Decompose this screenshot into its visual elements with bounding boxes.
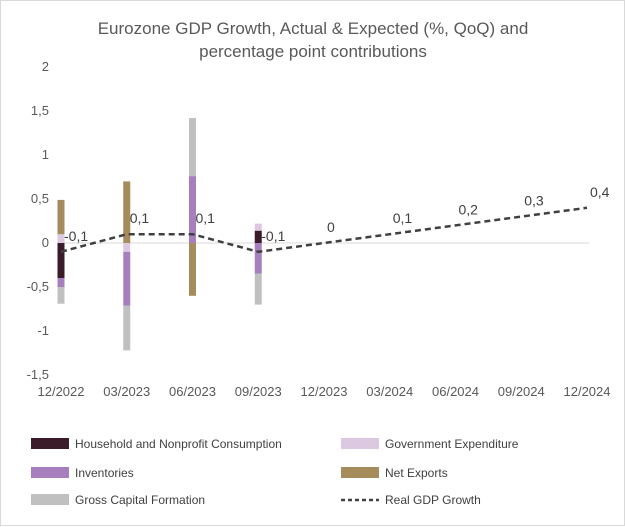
legend-item: Real GDP Growth <box>341 493 481 507</box>
y-tick-label: 1 <box>42 147 49 162</box>
bar-segment <box>189 118 196 177</box>
y-tick-label: -0,5 <box>27 279 49 294</box>
legend-label: Gross Capital Formation <box>75 493 205 507</box>
x-tick-label: 03/2024 <box>366 384 413 399</box>
legend-swatch <box>341 467 379 478</box>
chart-title-line-2: percentage point contributions <box>199 42 427 61</box>
y-tick-label: -1,5 <box>27 367 49 382</box>
x-tick-label: 06/2023 <box>169 384 216 399</box>
chart-title-line-1: Eurozone GDP Growth, Actual & Expected (… <box>98 19 529 38</box>
legend-swatch <box>31 438 69 449</box>
legend-label: Household and Nonprofit Consumption <box>75 437 282 451</box>
legend-item: Government Expenditure <box>341 437 519 451</box>
bar-segment <box>189 176 196 243</box>
bar-segment <box>254 273 262 305</box>
legend-label: Real GDP Growth <box>385 493 481 507</box>
legend-item: Household and Nonprofit Consumption <box>31 437 282 451</box>
x-tick-label: 09/2023 <box>235 384 282 399</box>
legend-label: Government Expenditure <box>385 437 519 451</box>
legend-swatch <box>31 467 69 478</box>
legend-swatch <box>31 494 69 505</box>
legend-label: Net Exports <box>385 466 448 480</box>
legend-label: Inventories <box>75 466 134 480</box>
bar-segment <box>57 278 65 287</box>
x-axis: 12/2022 03/2023 06/2023 09/2023 12/2023 03/20… <box>38 242 611 399</box>
bar-segment <box>123 251 131 306</box>
y-tick-label: 0 <box>42 235 49 250</box>
data-label: 0,3 <box>524 193 544 209</box>
legend-swatch <box>341 438 379 449</box>
legend: Household and Nonprofit Consumption Gover… <box>31 437 519 507</box>
data-label: 0 <box>327 219 335 235</box>
bar-segment <box>57 287 65 304</box>
y-tick-label: 2 <box>42 59 49 74</box>
x-tick-label: 12/2024 <box>564 384 611 399</box>
bar-segment <box>57 234 65 243</box>
gdp-line-series: -0,1 0,1 0,1 -0,1 0 0,1 0,2 0,3 0,4 <box>60 184 610 254</box>
legend-item: Inventories <box>31 466 134 480</box>
x-tick-label: 09/2024 <box>498 384 545 399</box>
bar-segment <box>123 243 131 252</box>
data-label: 0,4 <box>590 184 610 200</box>
bar-segment <box>254 243 262 274</box>
data-label: 0,1 <box>130 210 150 226</box>
x-tick-label: 12/2022 <box>38 384 85 399</box>
data-label: -0,1 <box>64 228 88 244</box>
bar-segment <box>254 230 262 243</box>
legend-item: Gross Capital Formation <box>31 493 205 507</box>
x-tick-label: 03/2023 <box>103 384 150 399</box>
x-tick-label: 12/2023 <box>301 384 348 399</box>
y-tick-label: 1,5 <box>31 103 49 118</box>
legend-item: Net Exports <box>341 466 448 480</box>
y-tick-label: -1 <box>37 323 49 338</box>
bar-segment <box>189 243 196 296</box>
bar-segment <box>123 181 131 243</box>
gdp-line-path <box>60 206 588 254</box>
data-label: 0,1 <box>196 210 216 226</box>
x-tick-label: 06/2024 <box>432 384 479 399</box>
data-label: -0,1 <box>261 228 285 244</box>
bar-segment <box>123 305 131 351</box>
bar-segment <box>57 243 65 279</box>
stacked-bars <box>57 118 262 351</box>
y-tick-label: 0,5 <box>31 191 49 206</box>
data-label: 0,2 <box>459 201 479 217</box>
data-label: 0,1 <box>393 210 413 226</box>
y-axis: -1,5 -1 -0,5 0 0,5 1 1,5 2 <box>27 59 49 382</box>
bar-segment <box>254 223 262 231</box>
bar-segment <box>57 199 65 235</box>
chart-title: Eurozone GDP Growth, Actual & Expected (… <box>98 19 529 61</box>
